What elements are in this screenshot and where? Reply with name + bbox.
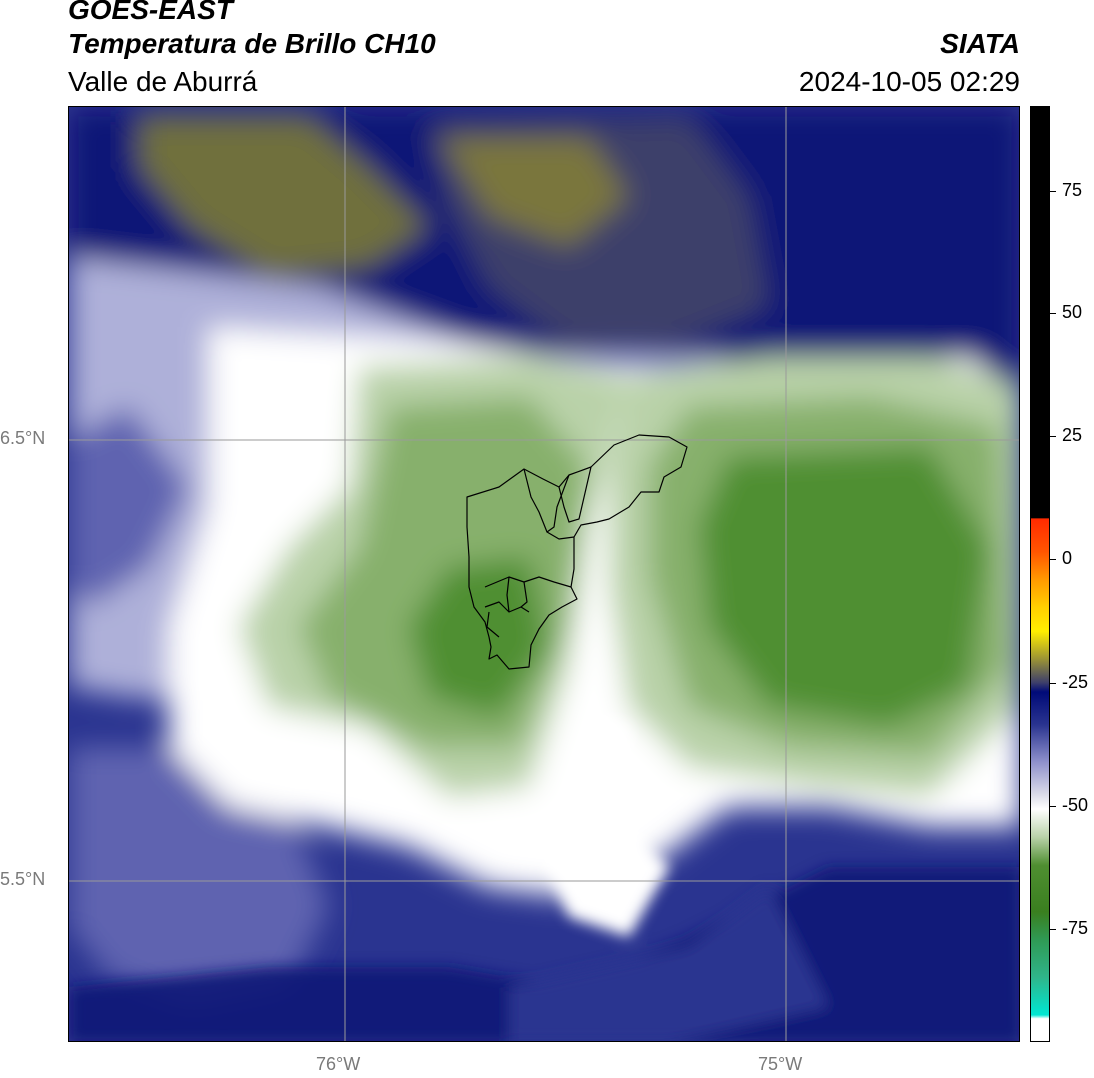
colorbar-gradient [1031, 107, 1049, 1041]
colorbar-tick-minus-50 [1050, 806, 1056, 807]
colorbar-label-minus-50: -50 [1062, 795, 1089, 815]
cloud-field [69, 107, 1019, 1007]
colorbar-label-25: 25 [1062, 425, 1083, 445]
colorbar-tick-minus-25 [1050, 683, 1056, 684]
lat-label-5-5: 5.5°N [0, 869, 46, 889]
brand-label: SIATA [940, 28, 1020, 59]
colorbar-label-75: 75 [1062, 180, 1083, 200]
colorbar-tick-25 [1050, 436, 1056, 437]
satellite-title: GOES-EAST [68, 0, 233, 25]
boundary-envigado [506, 576, 510, 613]
boundary-copacabana [558, 466, 592, 523]
lat-label-6-5: 6.5°N [0, 428, 46, 448]
timestamp-label: 2024-10-05 02:29 [798, 66, 1020, 97]
colorbar [1030, 106, 1050, 1042]
colorbar-label-minus-75: -75 [1062, 918, 1089, 938]
brightness-temperature-map[interactable] [68, 106, 1020, 1042]
lower-cloud-band [69, 707, 1019, 1041]
colorbar-label-minus-25: -25 [1062, 672, 1089, 692]
lon-label-76: 76°W [316, 1054, 361, 1074]
map-canvas [69, 107, 1019, 1041]
colorbar-tick-75 [1050, 191, 1056, 192]
colorbar-label-50: 50 [1062, 302, 1083, 322]
boundary-medellin-south [484, 576, 572, 588]
boundary-sabaneta [520, 581, 528, 608]
municipal-boundaries [466, 434, 688, 670]
colorbar-ramp [1031, 107, 1049, 1041]
colorbar-tick-50 [1050, 313, 1056, 314]
boundary-medellin-north [546, 531, 575, 540]
product-title: Temperatura de Brillo CH10 [68, 28, 436, 59]
region-title: Valle de Aburrá [68, 66, 258, 97]
colorbar-tick-0 [1050, 559, 1056, 560]
colorbar-tick-minus-75 [1050, 929, 1056, 930]
boundary-la-estrella [486, 611, 500, 638]
lon-label-75: 75°W [758, 1054, 803, 1074]
graticule [69, 107, 1019, 1041]
colorbar-label-0: 0 [1062, 548, 1073, 568]
